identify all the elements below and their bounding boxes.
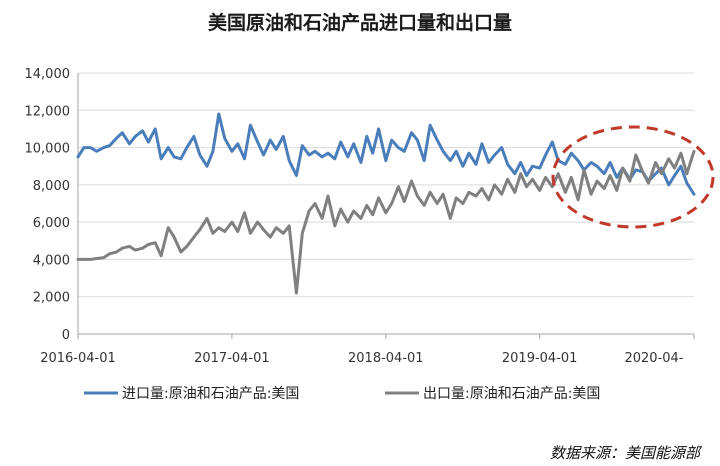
x-tick-label: 2019-04-01: [502, 351, 578, 366]
gridlines: [78, 72, 694, 298]
y-tick-label: 2,000: [33, 291, 70, 306]
y-axis-tick-labels: 0 2,000 4,000 6,000 8,000 10,000 12,000 14,000: [25, 67, 71, 343]
exports-series-line: [76, 149, 696, 295]
y-tick-label: 4,000: [33, 253, 70, 268]
axes: [77, 73, 695, 339]
y-tick-label: 10,000: [25, 142, 71, 157]
legend-label: 出口量:原油和石油产品:美国: [423, 386, 600, 402]
source-note: 数据来源：美国能源部: [549, 444, 700, 462]
x-axis-tick-labels: 2016-04-01 2017-04-01 2018-04-01 2019-04-01…: [40, 351, 684, 366]
legend: 进口量:原油和石油产品:美国 出口量:原油和石油产品:美国: [84, 386, 600, 402]
x-tick-label: 2016-04-01: [40, 351, 116, 366]
y-tick-label: 8,000: [33, 179, 70, 194]
chart-title: 美国原油和石油产品进口量和出口量: [207, 12, 512, 34]
y-tick-label: 12,000: [25, 104, 71, 119]
annotation-ellipse: [551, 125, 715, 229]
legend-label: 进口量:原油和石油产品:美国: [122, 386, 299, 402]
x-tick-label: 2020-04-: [624, 351, 683, 366]
y-tick-label: 6,000: [33, 216, 70, 231]
series-lines: [76, 112, 696, 295]
y-tick-label: 0: [62, 328, 70, 343]
x-tick-label: 2018-04-01: [348, 351, 424, 366]
y-tick-label: 14,000: [25, 67, 71, 82]
x-tick-label: 2017-04-01: [194, 351, 270, 366]
imports-series-line: [76, 112, 696, 196]
annotations: [551, 125, 715, 229]
